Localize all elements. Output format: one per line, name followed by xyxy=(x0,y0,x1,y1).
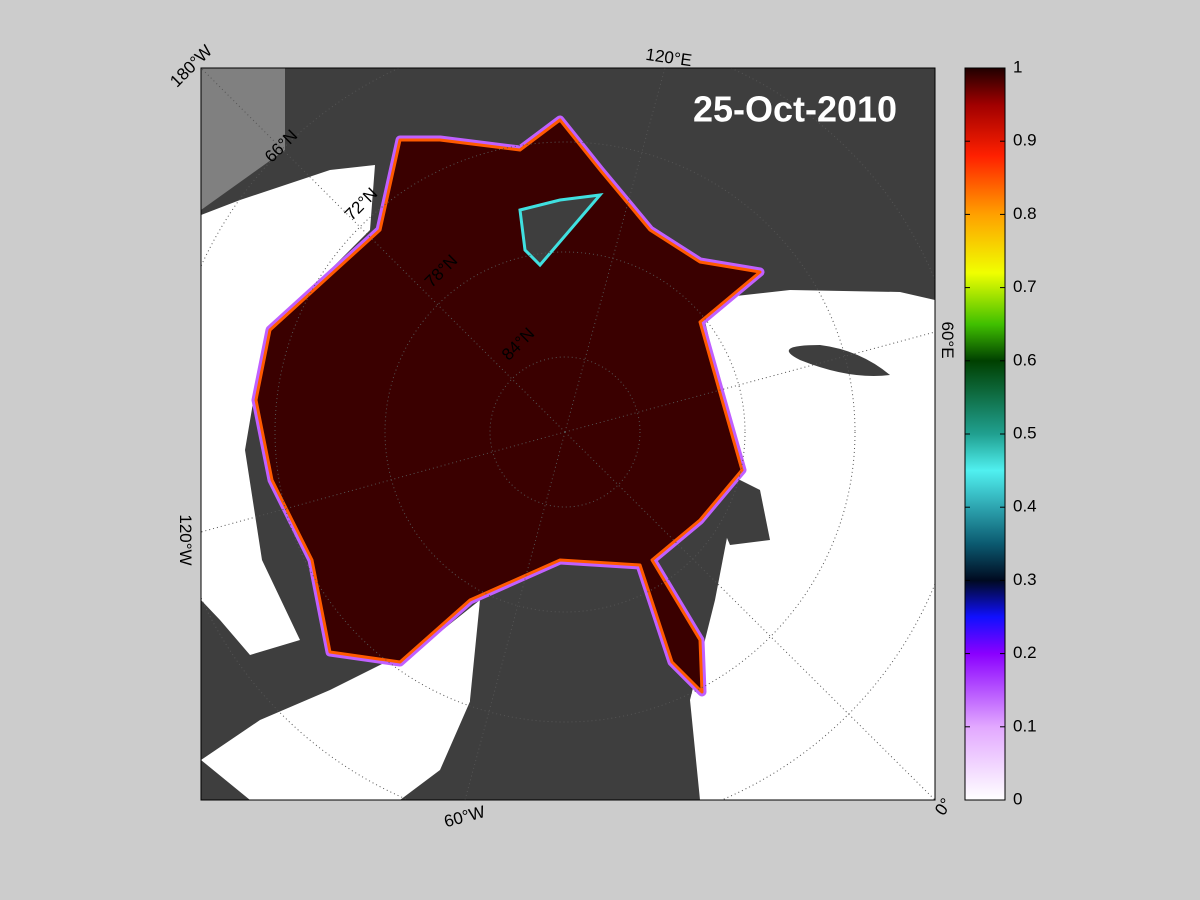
colorbar-ticks: 0 0.1 0.2 0.3 0.4 0.5 0.6 0.7 0.8 0.9 1 xyxy=(965,57,1037,808)
ocean xyxy=(690,290,935,800)
meridian-label: 60°E xyxy=(938,321,957,358)
parallel xyxy=(384,251,746,613)
colorbar-tick-label: 0.4 xyxy=(1013,497,1037,516)
parallel xyxy=(489,356,641,508)
land xyxy=(788,345,890,376)
meridian xyxy=(201,431,566,533)
meridian xyxy=(564,68,666,433)
sea-ice xyxy=(254,118,762,694)
colorbar-tick-label: 0.3 xyxy=(1013,570,1037,589)
greenland xyxy=(470,565,690,800)
outside-grid xyxy=(201,68,285,210)
colorbar-tick-label: 0.8 xyxy=(1013,204,1037,223)
colorbar-tick-label: 0 xyxy=(1013,789,1022,808)
meridian xyxy=(564,431,935,800)
date-label: 25-Oct-2010 xyxy=(693,89,897,130)
colorbar-tick-label: 0.2 xyxy=(1013,643,1037,662)
colorbar-tick-label: 0.9 xyxy=(1013,131,1037,150)
map xyxy=(201,68,935,800)
colorbar-tick-label: 0.5 xyxy=(1013,423,1037,442)
meridian-label: 120°W xyxy=(176,514,195,565)
map-frame xyxy=(200,67,936,801)
meridian xyxy=(201,68,566,433)
ocean xyxy=(201,165,375,655)
colorbar-tick-label: 0.1 xyxy=(1013,716,1037,735)
land xyxy=(518,193,604,268)
parallel xyxy=(274,141,856,723)
colorbar-tick-label: 0.6 xyxy=(1013,350,1037,369)
colorbar xyxy=(964,67,1006,801)
colorbar-tick-label: 1 xyxy=(1013,57,1022,76)
graticule xyxy=(201,68,935,800)
colorbar-tick-label: 0.7 xyxy=(1013,277,1037,296)
